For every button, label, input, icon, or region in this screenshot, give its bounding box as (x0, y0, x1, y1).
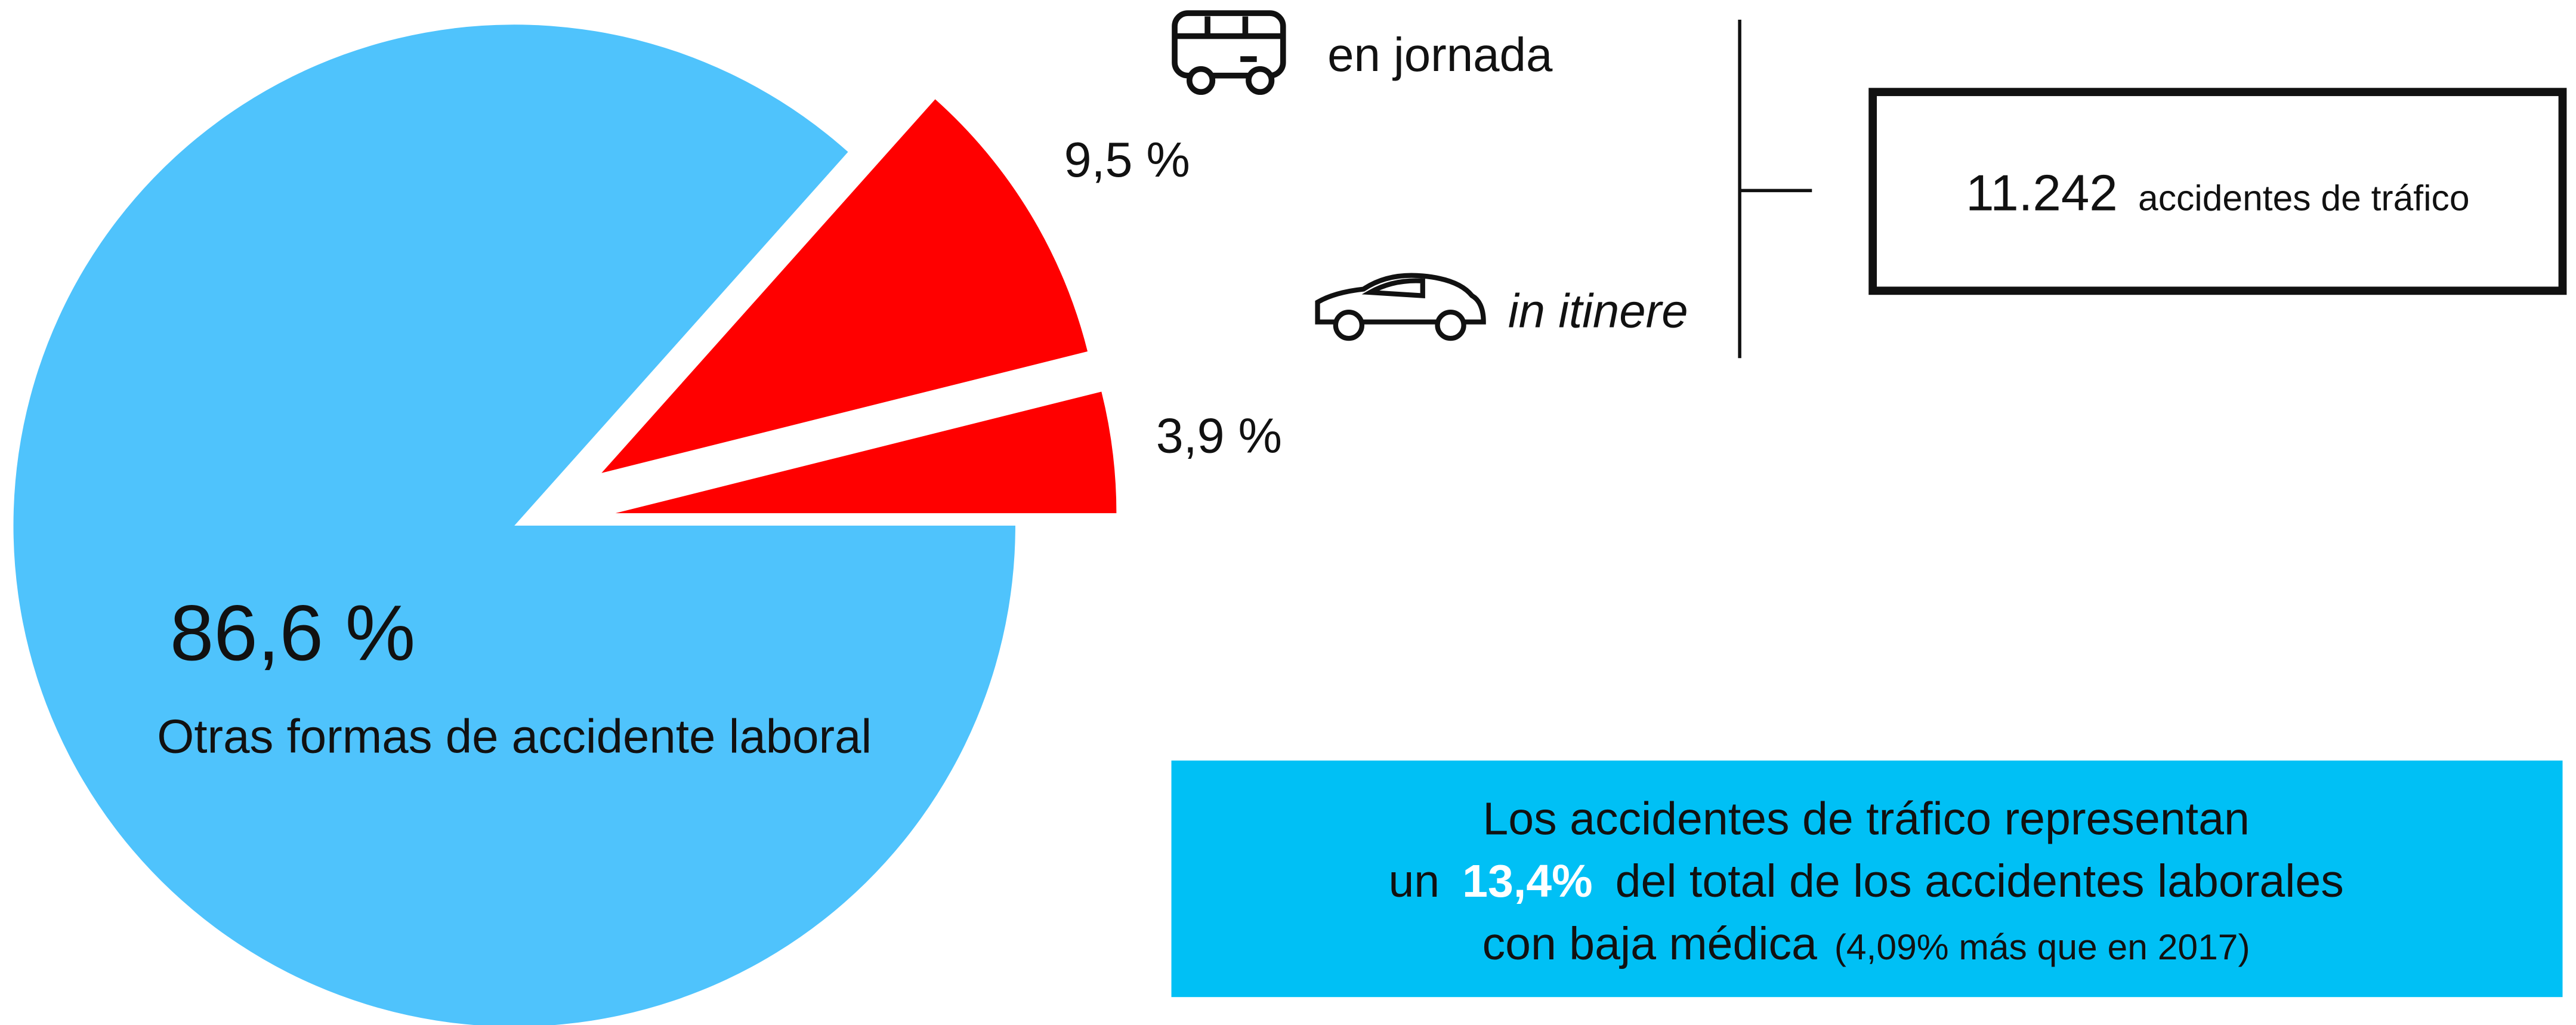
summary-text: con baja médica (1482, 918, 1817, 970)
summary-note: (4,09% más que en 2017) (1834, 927, 2250, 967)
pie (13, 24, 1117, 1025)
pie-slice (13, 24, 1015, 1025)
pie-slice (601, 99, 1088, 473)
category-label: in itinere (1508, 284, 1688, 337)
summary-text: del total de los accidentes laborales (1616, 856, 2344, 907)
bus-icon (1172, 10, 1286, 95)
value-label: 3,9 % (1156, 408, 1282, 464)
total-label: accidentes de tráfico (2138, 177, 2469, 218)
summary-box (1171, 760, 2563, 998)
car-icon (1315, 273, 1486, 341)
total-number: 11.242 (1966, 165, 2118, 221)
category-label: Otras formas de accidente laboral (157, 709, 872, 762)
summary-line: un 13,4% del total de los accidentes lab… (1388, 856, 2343, 907)
summary-text: un (1388, 856, 1440, 907)
summary-line: Los accidentes de tráfico representan (1482, 794, 2249, 845)
pie-slice (615, 391, 1117, 514)
summary-highlight: 13,4% (1462, 856, 1593, 907)
category-label: en jornada (1327, 28, 1553, 81)
value-label: 86,6 % (170, 589, 415, 677)
total-text: 11.242 accidentes de tráfico (1966, 165, 2469, 221)
summary-line: con baja médica (4,09% más que en 2017) (1482, 918, 2250, 970)
total-box (1868, 88, 2567, 295)
value-label: 9,5 % (1064, 132, 1190, 187)
